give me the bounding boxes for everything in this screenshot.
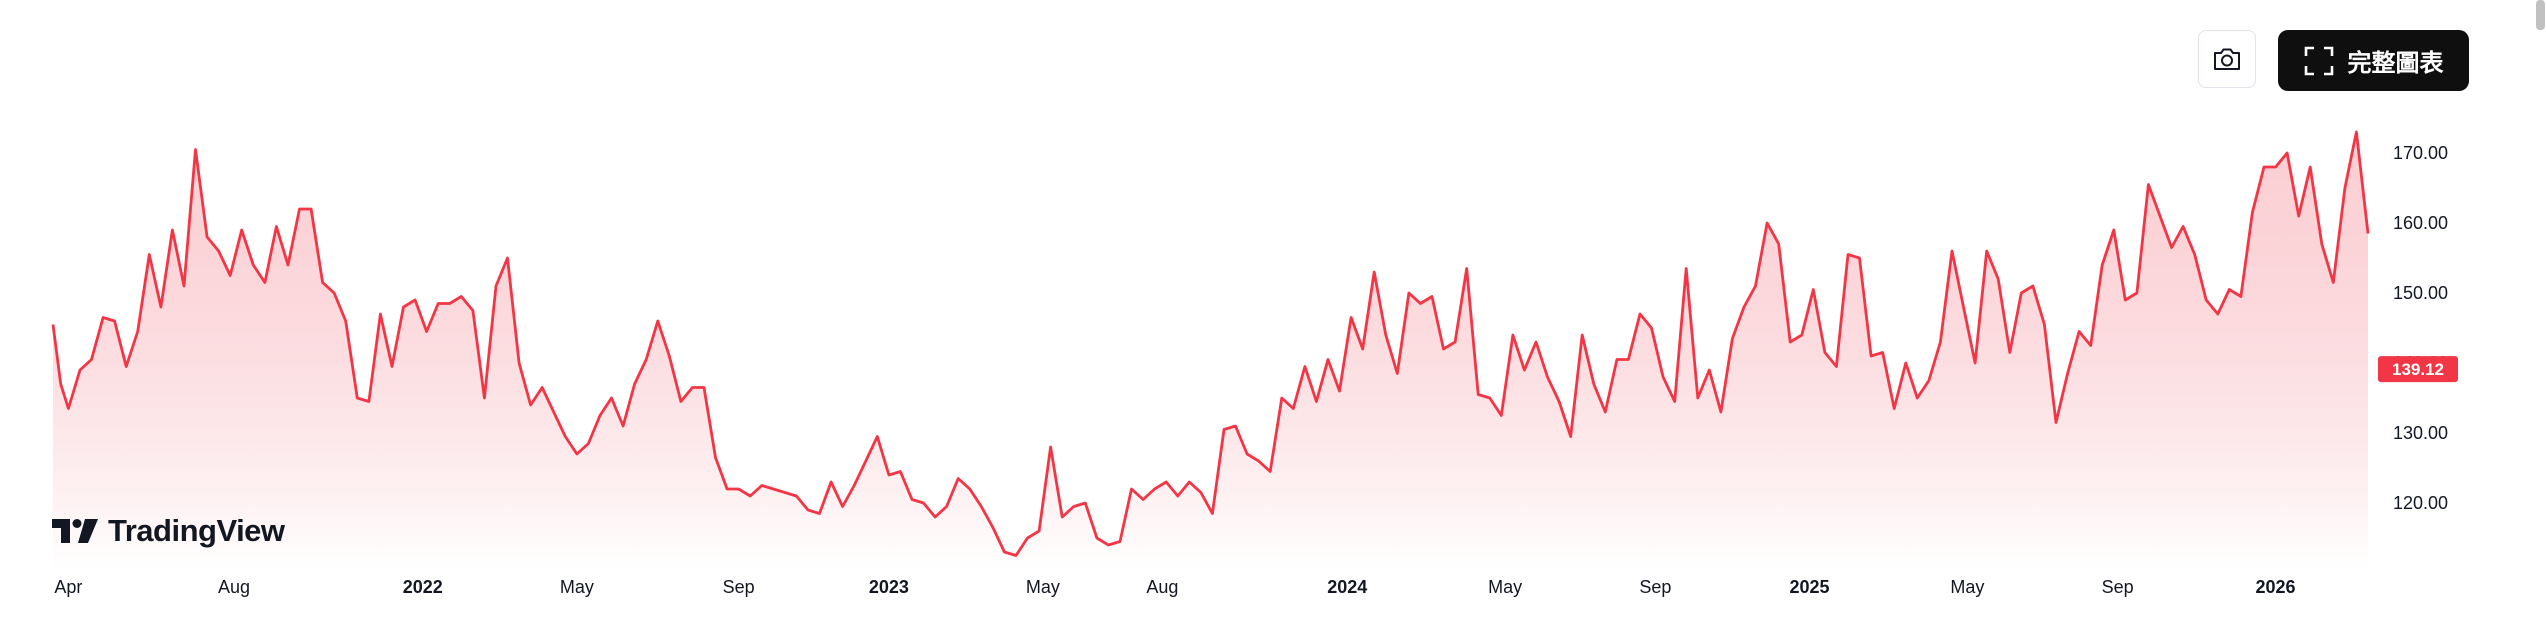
x-tick-label: 2026 [2256, 577, 2296, 597]
last-price-value: 139.12 [2392, 360, 2444, 379]
x-tick-label: May [560, 577, 594, 597]
x-tick-label: 2025 [1789, 577, 1829, 597]
scrollbar-thumb[interactable] [2536, 0, 2545, 30]
x-tick-label: Sep [1639, 577, 1671, 597]
x-tick-label: Aug [1146, 577, 1178, 597]
last-price-tag: 139.12 [2378, 356, 2458, 383]
price-area-fill [53, 132, 2368, 570]
tradingview-logo[interactable]: TradingView [52, 513, 285, 549]
page-scrollbar[interactable] [2535, 0, 2546, 625]
x-tick-label: Sep [723, 577, 755, 597]
x-tick-label: Sep [2102, 577, 2134, 597]
y-tick-label: 130.00 [2393, 423, 2448, 443]
camera-icon [2214, 48, 2240, 70]
tradingview-logo-icon [52, 519, 98, 543]
y-tick-label: 160.00 [2393, 213, 2448, 233]
x-axis: Apr Aug 2022 May Sep 2023 May Aug 2024 May Sep 2025… [54, 577, 2295, 597]
x-tick-label: May [1026, 577, 1060, 597]
x-tick-label: May [1488, 577, 1522, 597]
full-chart-button[interactable]: 完整圖表 [2278, 30, 2469, 91]
price-series-line [51, 130, 2370, 557]
x-tick-label: May [1950, 577, 1984, 597]
x-tick-label: 2024 [1327, 577, 1367, 597]
tradingview-logo-text: TradingView [108, 513, 285, 548]
y-tick-label: 170.00 [2393, 143, 2448, 163]
y-tick-label: 120.00 [2393, 493, 2448, 513]
y-tick-label: 150.00 [2393, 283, 2448, 303]
x-tick-label: 2022 [403, 577, 443, 597]
x-tick-label: Aug [218, 577, 250, 597]
snapshot-button[interactable] [2198, 30, 2256, 88]
expand-corners-icon [2304, 46, 2333, 75]
full-chart-label: 完整圖表 [2347, 50, 2444, 77]
x-tick-label: Apr [54, 577, 82, 597]
x-tick-label: 2023 [869, 577, 909, 597]
